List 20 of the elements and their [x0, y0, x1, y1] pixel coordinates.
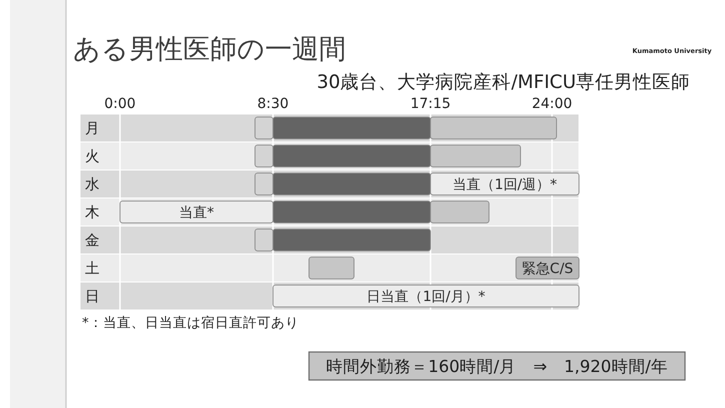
- chart-title: ある男性医師の一週間: [73, 34, 346, 65]
- annotation: 当直（1回/週）*: [452, 177, 558, 194]
- x-tick-label: 8:30: [257, 96, 289, 112]
- annotation: 日当直（1回/月）*: [366, 289, 486, 306]
- bar: [308, 256, 354, 280]
- y-tick-label: 水: [85, 176, 100, 194]
- y-tick-label: 木: [85, 204, 100, 222]
- y-tick-label: 日: [85, 289, 100, 306]
- y-tick-label: 金: [85, 232, 100, 250]
- y-tick-label: 火: [85, 148, 100, 166]
- annotation: 緊急C/S: [522, 261, 574, 278]
- y-tick-label: 月: [85, 121, 100, 138]
- x-tick-label: 17:15: [410, 96, 451, 112]
- annotation: 当直*: [179, 205, 214, 222]
- text: 時間外勤務＝160時間/月 ⇒ 1,920時間/年: [326, 356, 668, 376]
- text: *：当直、日当直は宿日直許可あり: [82, 315, 299, 331]
- chart-subtitle: 30歳台、大学病院産科/MFICU専任男性医師: [316, 71, 690, 93]
- x-tick-label: 24:00: [532, 96, 572, 112]
- y-tick-label: 土: [85, 260, 100, 278]
- x-tick-label: 0:00: [104, 96, 136, 112]
